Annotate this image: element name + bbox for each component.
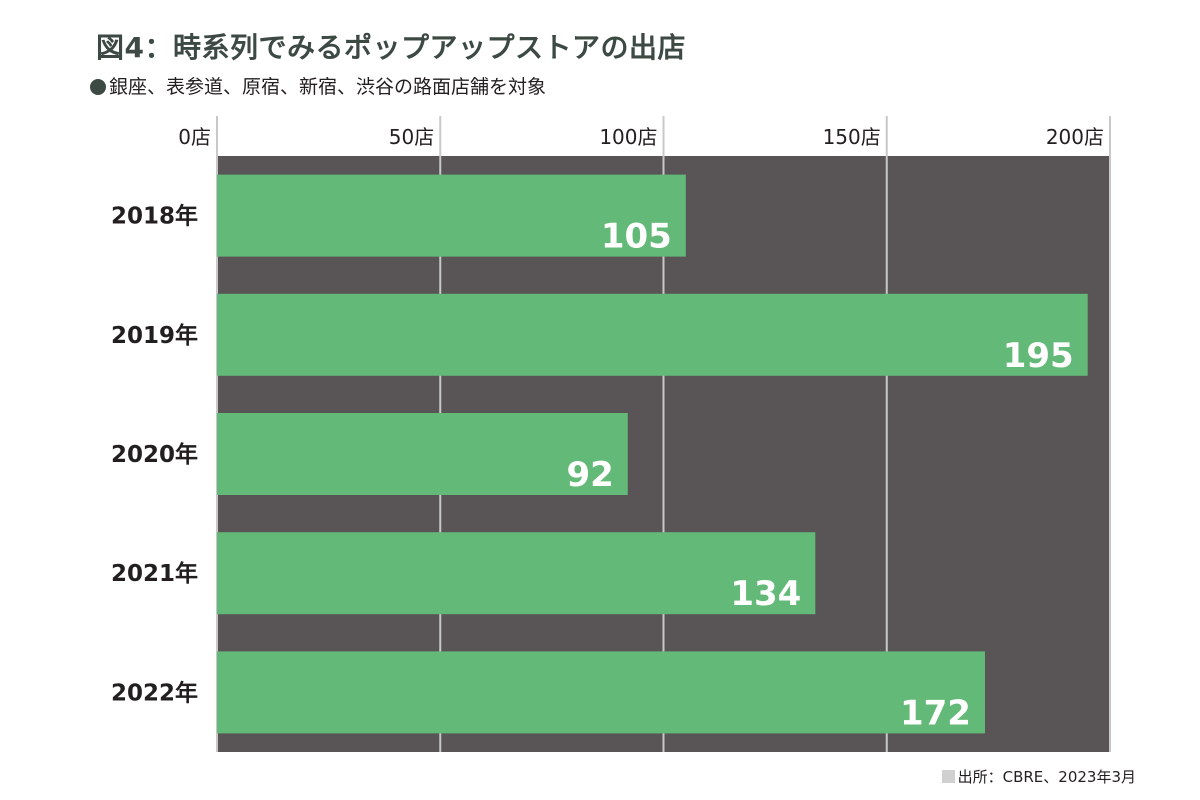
value-label: 195 bbox=[1003, 336, 1074, 376]
chart-subtitle-text: 銀座、表参道、原宿、新宿、渋谷の路面店舗を対象 bbox=[109, 76, 547, 98]
x-tick-label: 100店 bbox=[599, 125, 657, 149]
category-label: 2019年 bbox=[111, 322, 198, 349]
x-tick-label: 50店 bbox=[389, 125, 434, 149]
x-axis-ticks: 0店 50店 100店 150店 200店 bbox=[178, 125, 1104, 149]
value-label: 134 bbox=[730, 574, 801, 614]
x-tick-label: 200店 bbox=[1046, 125, 1104, 149]
bar bbox=[217, 174, 686, 257]
category-label: 2021年 bbox=[111, 560, 198, 587]
chart-title: 図4：時系列でみるポップアップストアの出店 bbox=[96, 31, 686, 64]
source-square-icon bbox=[941, 770, 955, 783]
category-label: 2020年 bbox=[111, 441, 198, 468]
bullet-dot-icon bbox=[90, 79, 106, 95]
value-label: 105 bbox=[601, 217, 672, 257]
x-tick-label: 0店 bbox=[178, 125, 211, 149]
category-label: 2018年 bbox=[111, 203, 198, 230]
category-label: 2022年 bbox=[111, 679, 198, 706]
bars bbox=[217, 174, 1088, 734]
bar bbox=[217, 532, 816, 615]
x-tick-label: 150店 bbox=[823, 125, 881, 149]
bar bbox=[217, 413, 628, 495]
value-label: 92 bbox=[566, 455, 613, 495]
chart-subtitle: 銀座、表参道、原宿、新宿、渋谷の路面店舗を対象 bbox=[90, 72, 546, 99]
value-labels: 105 195 92 134 172 bbox=[566, 217, 1073, 734]
category-labels: 2018年 2019年 2020年 2021年 2022年 bbox=[111, 203, 198, 707]
source-note: 出所：CBRE、2023年3月 bbox=[941, 766, 1136, 787]
bar bbox=[217, 293, 1088, 376]
value-label: 172 bbox=[900, 693, 971, 733]
bar bbox=[217, 651, 985, 734]
source-text: 出所：CBRE、2023年3月 bbox=[957, 768, 1136, 786]
